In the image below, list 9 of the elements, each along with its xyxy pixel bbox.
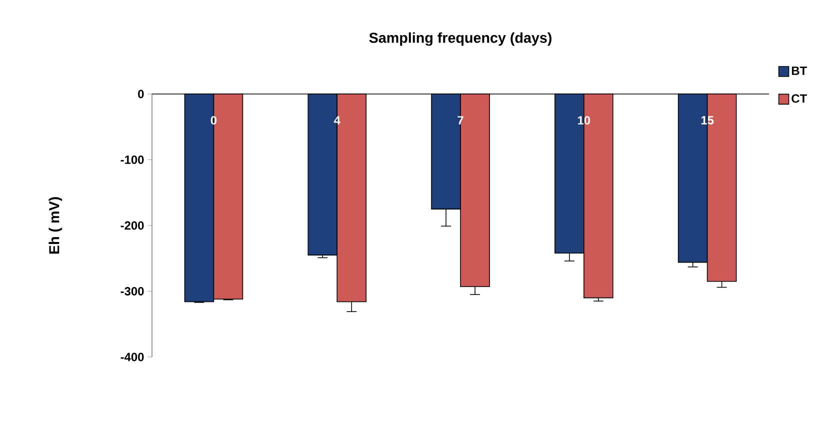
y-tick-label: -200 [120,221,144,230]
legend-label: CT [792,94,807,103]
y-axis-title: Eh ( mV) [48,197,62,254]
y-tick-label: -100 [120,156,144,164]
legend-label: BT [792,66,807,75]
y-tick-label: 0 [138,90,144,98]
x-axis-title: Sampling frequency (days) [369,32,552,46]
y-tick-label: -400 [120,352,144,362]
y-tick-label: -300 [120,287,144,296]
